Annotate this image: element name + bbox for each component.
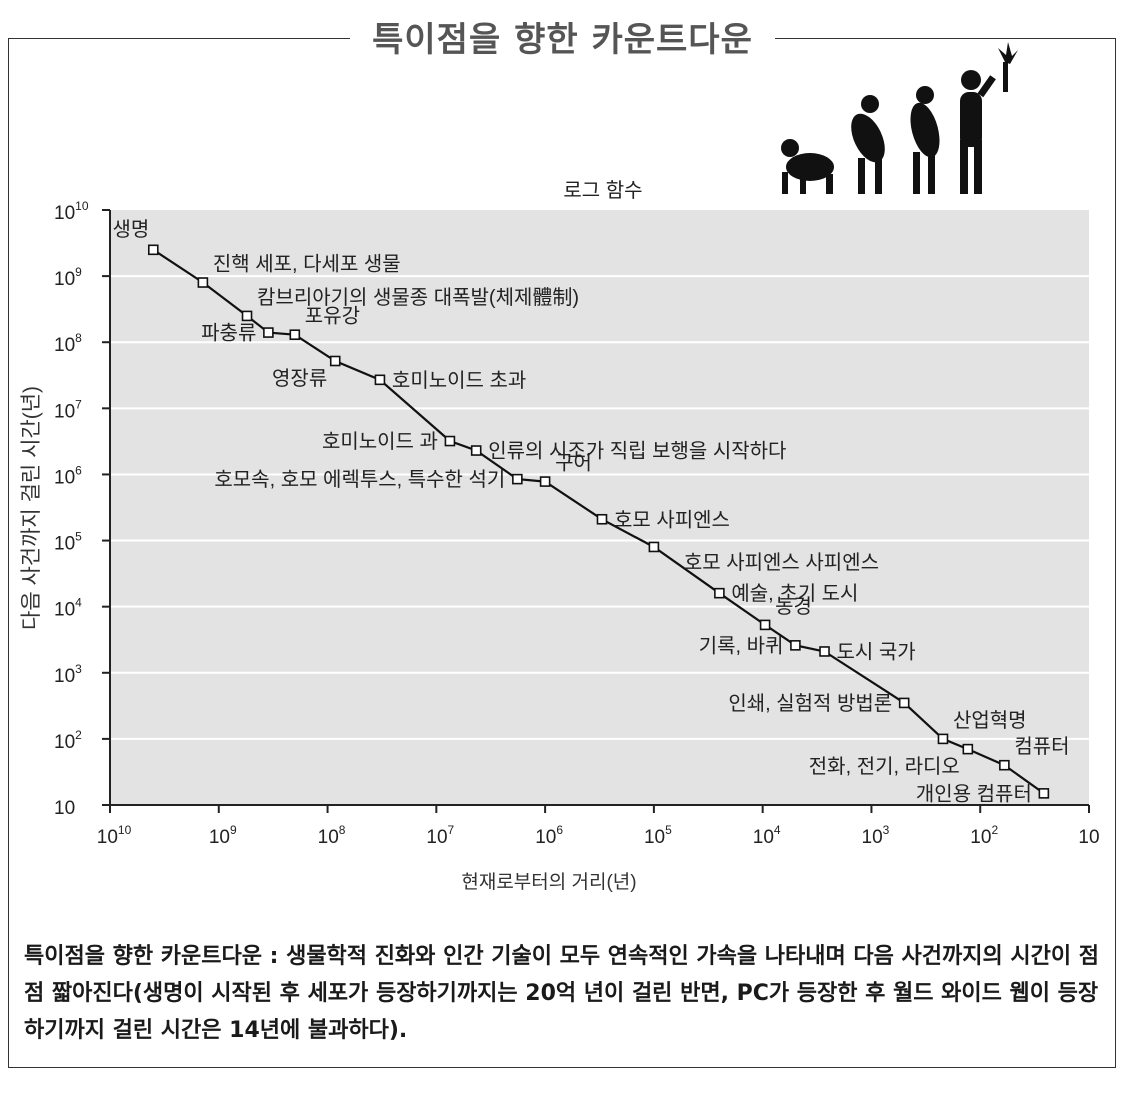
x-axis-label: 현재로부터의 거리(년) bbox=[461, 871, 636, 893]
data-label: 파충류 bbox=[201, 322, 256, 345]
data-label: 전화, 전기, 라디오 bbox=[809, 755, 960, 778]
data-point-marker bbox=[539, 476, 551, 487]
axes bbox=[102, 209, 1090, 813]
data-label: 영장류 bbox=[272, 367, 327, 390]
data-label: 기록, 바퀴 bbox=[699, 634, 784, 657]
x-tick-label: 10 bbox=[1078, 827, 1099, 848]
x-tick-label: 106 bbox=[535, 823, 563, 848]
data-label: 생명 bbox=[112, 218, 149, 241]
data-label: 농경 bbox=[775, 595, 812, 618]
figure-caption: 특이점을 향한 카운트다운 : 생물학적 진화와 인간 기술이 모두 연속적인 … bbox=[24, 944, 1099, 1043]
x-tick-label: 105 bbox=[644, 823, 672, 848]
data-point-marker bbox=[937, 733, 949, 745]
y-tick-label: 1010 bbox=[54, 199, 89, 224]
data-point-marker bbox=[197, 277, 209, 288]
data-point-marker bbox=[289, 329, 301, 340]
data-markers bbox=[147, 244, 1050, 799]
early-hominid-silhouette bbox=[851, 95, 885, 194]
x-tick-label: 103 bbox=[862, 823, 890, 848]
data-point-marker bbox=[263, 327, 274, 338]
data-label: 산업혁명 bbox=[953, 709, 1027, 732]
data-label: 인류의 시조가 직립 보행을 시작하다 bbox=[488, 440, 786, 463]
x-tick-label: 109 bbox=[209, 823, 237, 848]
human-silhouette bbox=[960, 42, 1018, 194]
gridlines bbox=[110, 275, 1089, 740]
y-tick-label: 109 bbox=[54, 265, 82, 290]
data-point-marker bbox=[241, 310, 253, 322]
y-tick-labels: 1010 109 108 107 106 105 104 103 102 10 bbox=[54, 199, 89, 819]
data-label: 호모속, 호모 에렉투스, 특수한 석기 bbox=[214, 468, 505, 491]
data-label: 예술, 초기 도시 bbox=[731, 582, 858, 605]
y-tick-label: 105 bbox=[54, 530, 82, 555]
y-tick-label: 103 bbox=[54, 662, 82, 687]
data-label: 호미노이드 과 bbox=[322, 430, 438, 453]
data-label: 개인용 컴퓨터 bbox=[916, 782, 1032, 805]
data-point-marker bbox=[374, 374, 386, 386]
data-label: 호미노이드 초과 bbox=[392, 369, 526, 392]
evolution-silhouettes bbox=[781, 42, 1018, 194]
data-point-marker bbox=[819, 646, 830, 657]
data-point-marker bbox=[329, 355, 341, 367]
x-tick-label: 102 bbox=[970, 823, 998, 848]
data-point-marker bbox=[648, 541, 660, 553]
plot-area bbox=[110, 210, 1089, 805]
ape-silhouette bbox=[781, 139, 834, 194]
data-point-marker bbox=[147, 244, 159, 256]
data-point-marker bbox=[596, 513, 608, 525]
x-tick-label: 1010 bbox=[97, 823, 132, 848]
data-point-marker bbox=[714, 587, 725, 599]
data-label: 진핵 세포, 다세포 생물 bbox=[213, 253, 401, 276]
y-axis-label: 다음 사건까지 걸린 시간(년) bbox=[20, 386, 43, 630]
series-line bbox=[152, 248, 1045, 795]
hominid-silhouette bbox=[910, 86, 940, 194]
y-tick-label: 104 bbox=[54, 596, 82, 621]
data-label: 컴퓨터 bbox=[1014, 735, 1069, 758]
data-point-marker bbox=[1038, 788, 1050, 799]
data-point-marker bbox=[898, 697, 910, 709]
y-tick-label: 106 bbox=[54, 463, 82, 488]
data-label: 인쇄, 실험적 방법론 bbox=[728, 692, 892, 715]
y-tick-label: 102 bbox=[54, 728, 82, 753]
page-title: 특이점을 향한 카운트다운 bbox=[0, 12, 1125, 61]
y-tick-label: 10 bbox=[54, 798, 75, 819]
data-label: 구어 bbox=[555, 452, 592, 475]
x-tick-labels: 1010 109 108 107 106 105 104 103 102 10 bbox=[97, 823, 1100, 848]
data-point-marker bbox=[999, 759, 1010, 771]
data-point-marker bbox=[790, 640, 801, 651]
y-tick-label: 108 bbox=[54, 331, 82, 356]
data-label: 호모 사피엔스 사피엔스 bbox=[684, 551, 879, 574]
data-label: 캄브리아기의 생물종 대폭발(체제體制) bbox=[257, 286, 579, 309]
data-label: 호모 사피엔스 bbox=[614, 508, 730, 531]
data-label: 포유강 bbox=[305, 305, 360, 328]
chart-title: 로그 함수 bbox=[563, 179, 642, 202]
data-point-marker bbox=[444, 435, 456, 447]
x-tick-label: 104 bbox=[753, 823, 781, 848]
data-point-marker bbox=[512, 473, 523, 485]
x-tick-label: 107 bbox=[426, 823, 454, 848]
data-point-marker bbox=[759, 619, 771, 631]
y-tick-label: 107 bbox=[54, 397, 82, 422]
data-point-marker bbox=[470, 445, 482, 456]
x-tick-label: 108 bbox=[318, 823, 346, 848]
data-point-marker bbox=[962, 743, 974, 755]
data-label: 도시 국가 bbox=[837, 640, 916, 663]
